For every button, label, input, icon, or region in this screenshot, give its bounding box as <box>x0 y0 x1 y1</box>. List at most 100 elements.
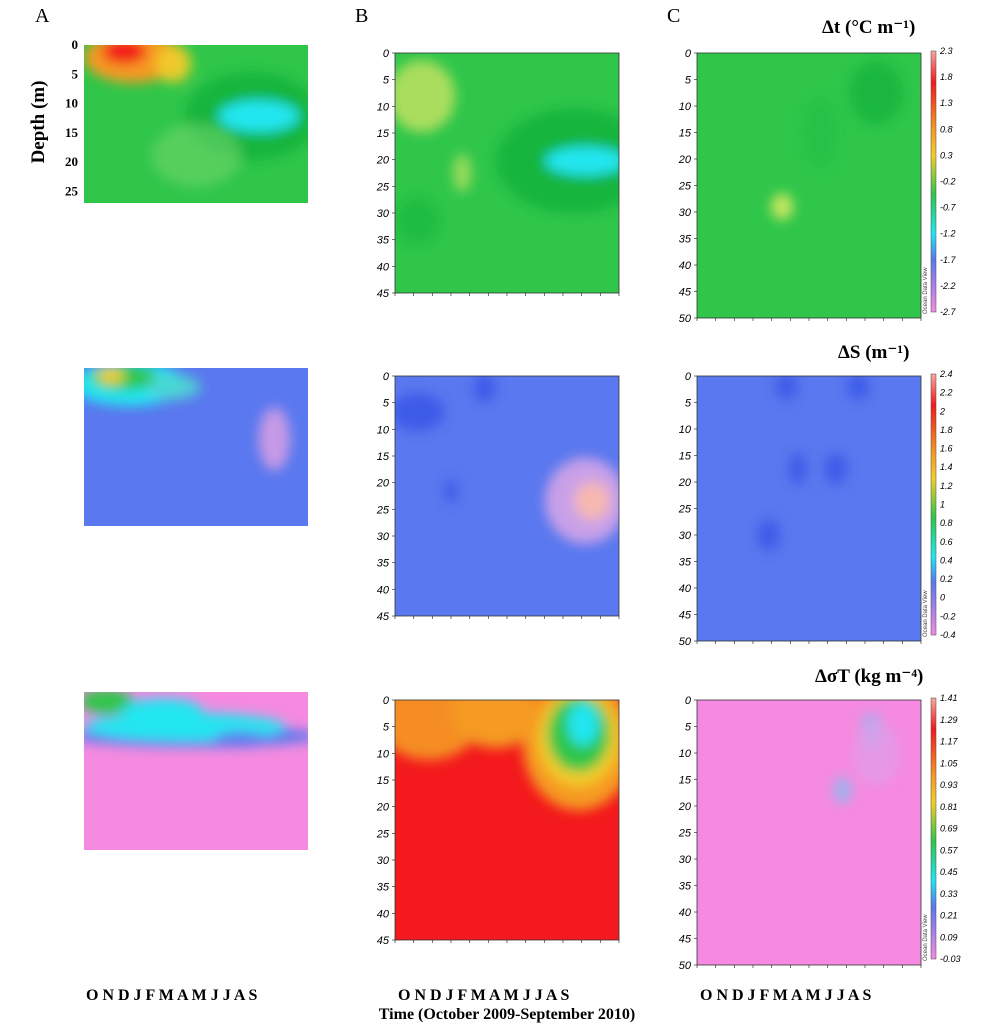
y-tick-label: 25 <box>678 504 692 516</box>
panel-c-row-2: 0 5 10 15 20 25 30 35 40 45 50 <box>678 371 922 648</box>
heatmap-region <box>84 692 134 715</box>
heatmap-region <box>567 702 599 746</box>
y-tick-label: 20 <box>376 802 390 814</box>
colorbar-tick-label: 0.93 <box>940 780 958 790</box>
colorbar-tick-label: 0.6 <box>940 537 953 547</box>
colorbar-tick-label: -1.2 <box>940 229 956 239</box>
y-tick-label: 35 <box>377 235 390 247</box>
colorbar-tick-label: -0.4 <box>940 630 956 640</box>
y-tick-label: 45 <box>679 610 692 622</box>
month-labels-c: O N D J F M A M J J A S <box>700 987 872 1004</box>
y-tick-label: 25 <box>376 828 390 840</box>
colorbar-tick-label: 1.41 <box>940 693 958 703</box>
y-tick-label: 50 <box>679 313 692 325</box>
colorbar-tick-label: 0.81 <box>940 802 958 812</box>
heatmap-region <box>824 452 848 485</box>
colorbar-tick-label: 1.05 <box>940 758 959 768</box>
y-tick-label: 50 <box>679 960 692 972</box>
colorbar-tick-label: 0.57 <box>940 845 959 855</box>
y-tick-label: 45 <box>377 611 390 623</box>
y-tick-label: 15 <box>679 775 692 787</box>
colorbar-row-2: 2.4 2.2 2 1.8 1.6 1.4 1.2 1 0.8 0.6 0.4 0.2 0 -0.2 -0.… <box>923 369 956 640</box>
panel-b-row-3: 0 5 10 15 20 25 30 35 40 45 <box>376 695 620 947</box>
y-tick-label: 45 <box>377 288 390 300</box>
heatmap-region <box>574 481 611 520</box>
colorbar-tick-label: 0.4 <box>940 555 953 565</box>
panel-c-row-3: 0 5 10 15 20 25 30 35 40 45 50 <box>678 695 922 972</box>
y-tick-label: 25 <box>376 181 390 193</box>
y-tick-label: 50 <box>679 636 692 648</box>
y-tick-label: 15 <box>679 128 692 140</box>
y-tick-label: 15 <box>377 128 390 140</box>
row-title-delta-s: ΔS (m⁻¹) <box>838 342 909 363</box>
colorbar-tick-label: 1.17 <box>940 737 959 747</box>
y-tick-label: 20 <box>65 154 78 169</box>
y-tick-label: 20 <box>376 478 390 490</box>
colorbar-tick-label: -1.7 <box>940 255 957 265</box>
y-tick-label: 20 <box>678 154 692 166</box>
panel-b-row-2: 0 5 10 15 20 25 30 35 40 45 <box>376 371 620 623</box>
y-tick-label: 0 <box>685 371 692 383</box>
colorbar-tick-label: 1.29 <box>940 715 958 725</box>
heatmap-region <box>757 519 780 551</box>
heatmap-region <box>451 700 541 748</box>
heatmap-region <box>833 776 852 804</box>
heatmap-region <box>853 721 899 785</box>
colorbar-tick-label: 0.3 <box>940 150 953 160</box>
y-tick-label: 30 <box>377 531 390 543</box>
panel-a-row-1: 0 5 10 15 20 25 <box>65 37 308 203</box>
colorbar-tick-label: 1.4 <box>940 462 953 472</box>
heatmap-region <box>473 376 496 403</box>
y-tick-label: 35 <box>377 882 390 894</box>
y-tick-label: 15 <box>65 125 79 140</box>
row-title-delta-t: Δt (°C m⁻¹) <box>822 17 915 38</box>
y-tick-label: 5 <box>72 66 79 81</box>
month-labels-a: O N D J F M A M J J A S <box>86 987 258 1004</box>
ocean-data-view-watermark: Ocean Data View <box>923 590 929 637</box>
heatmap-region <box>97 368 125 384</box>
heatmap-region <box>395 60 456 133</box>
panel-b-row-1: 0 5 10 15 20 25 30 35 40 45 <box>376 48 620 300</box>
y-tick-label: 45 <box>377 935 390 947</box>
y-tick-label: 0 <box>72 37 79 52</box>
heatmap-region <box>155 45 192 83</box>
y-tick-label: 10 <box>679 748 692 760</box>
colorbar-tick-label: 0.09 <box>940 932 958 942</box>
panel-a-row-3 <box>84 692 308 850</box>
y-tick-label: 35 <box>679 881 692 893</box>
ocean-data-view-watermark: Ocean Data View <box>923 267 929 314</box>
panel-letter-a: A <box>35 5 50 27</box>
month-labels-b: O N D J F M A M J J A S <box>398 987 570 1004</box>
y-tick-label: 35 <box>377 558 390 570</box>
heatmap-region <box>213 731 268 748</box>
heatmap-region <box>151 124 241 188</box>
panel-letter-c: C <box>667 5 680 27</box>
colorbar-tick-label: -0.7 <box>940 203 957 213</box>
y-tick-label: 10 <box>377 101 390 113</box>
heatmap-region <box>847 376 870 400</box>
colorbar-tick-label: -0.03 <box>940 954 961 964</box>
heatmap-region <box>545 146 619 176</box>
colorbar-tick-label: 0.21 <box>940 911 958 921</box>
y-tick-label: 10 <box>377 424 390 436</box>
colorbar-tick-label: 0.45 <box>940 867 959 877</box>
y-tick-label: 40 <box>377 908 390 920</box>
y-tick-label: 30 <box>377 208 390 220</box>
y-tick-label: 40 <box>679 583 692 595</box>
heatmap-region <box>122 698 203 724</box>
panel-letter-b: B <box>355 5 368 27</box>
colorbar-tick-label: -2.7 <box>940 307 957 317</box>
y-tick-label: 40 <box>377 261 390 273</box>
heatmap-region <box>802 95 839 170</box>
heatmap-region <box>101 45 147 64</box>
colorbar-gradient <box>930 50 937 313</box>
y-tick-label: 40 <box>679 260 692 272</box>
y-tick-label: 5 <box>685 398 692 410</box>
y-tick-label: 5 <box>685 722 692 734</box>
colorbar-tick-label: 1.8 <box>940 425 953 435</box>
y-tick-label: 10 <box>377 748 390 760</box>
y-tick-label: 5 <box>383 398 390 410</box>
heatmap-region <box>453 153 472 193</box>
y-tick-label: 25 <box>678 828 692 840</box>
